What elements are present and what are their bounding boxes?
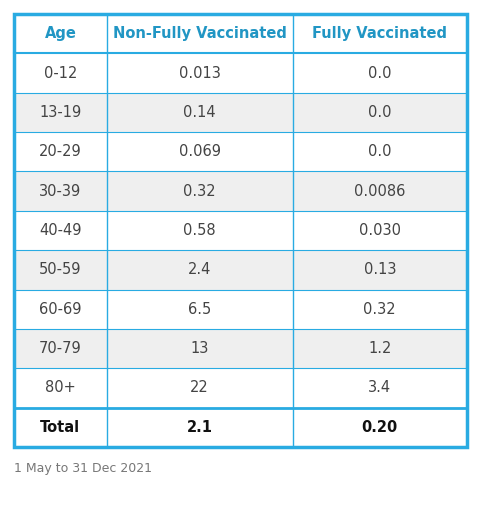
Bar: [14, 329, 107, 368]
Text: 0.13: 0.13: [363, 262, 395, 277]
Text: 80+: 80+: [45, 380, 76, 395]
Text: 0.0086: 0.0086: [353, 184, 405, 199]
Bar: [107, 132, 292, 171]
Text: 1.2: 1.2: [367, 341, 391, 356]
Text: 0.0: 0.0: [367, 144, 391, 159]
Text: Fully Vaccinated: Fully Vaccinated: [312, 26, 446, 41]
Bar: [292, 93, 466, 132]
Bar: [107, 329, 292, 368]
Text: 0.32: 0.32: [183, 184, 216, 199]
Bar: [107, 368, 292, 408]
Text: 13: 13: [190, 341, 208, 356]
Bar: [107, 93, 292, 132]
Bar: [14, 368, 107, 408]
Text: 0.069: 0.069: [179, 144, 220, 159]
Bar: [292, 250, 466, 289]
Text: 0-12: 0-12: [44, 65, 77, 81]
Bar: [14, 171, 107, 211]
Bar: [107, 289, 292, 329]
Bar: [14, 14, 107, 53]
Text: 0.013: 0.013: [179, 65, 220, 81]
Text: 50-59: 50-59: [39, 262, 82, 277]
Text: 0.32: 0.32: [363, 302, 396, 317]
Bar: [14, 250, 107, 289]
Bar: [14, 14, 466, 447]
Text: 1 May to 31 Dec 2021: 1 May to 31 Dec 2021: [14, 462, 152, 475]
Bar: [107, 14, 292, 53]
Bar: [292, 132, 466, 171]
Text: 30-39: 30-39: [39, 184, 82, 199]
Bar: [292, 368, 466, 408]
Text: 6.5: 6.5: [188, 302, 211, 317]
Bar: [14, 289, 107, 329]
Text: 40-49: 40-49: [39, 223, 82, 238]
Bar: [14, 53, 107, 93]
Bar: [292, 329, 466, 368]
Text: Total: Total: [40, 420, 80, 435]
Bar: [292, 14, 466, 53]
Bar: [292, 53, 466, 93]
Bar: [14, 93, 107, 132]
Text: 70-79: 70-79: [39, 341, 82, 356]
Text: Non-Fully Vaccinated: Non-Fully Vaccinated: [112, 26, 286, 41]
Text: 2.4: 2.4: [188, 262, 211, 277]
Bar: [107, 211, 292, 250]
Text: 2.1: 2.1: [186, 420, 212, 435]
Text: 13-19: 13-19: [39, 105, 82, 120]
Text: 0.58: 0.58: [183, 223, 216, 238]
Bar: [292, 289, 466, 329]
Bar: [107, 250, 292, 289]
Bar: [14, 132, 107, 171]
Text: 0.20: 0.20: [361, 420, 397, 435]
Bar: [14, 408, 107, 447]
Text: 22: 22: [190, 380, 209, 395]
Bar: [107, 171, 292, 211]
Text: 0.0: 0.0: [367, 65, 391, 81]
Bar: [292, 211, 466, 250]
Bar: [107, 53, 292, 93]
Text: 60-69: 60-69: [39, 302, 82, 317]
Text: 0.0: 0.0: [367, 105, 391, 120]
Bar: [292, 171, 466, 211]
Text: 0.030: 0.030: [358, 223, 400, 238]
Bar: [292, 408, 466, 447]
Text: 0.14: 0.14: [183, 105, 216, 120]
Text: Age: Age: [45, 26, 76, 41]
Bar: [14, 211, 107, 250]
Text: 3.4: 3.4: [368, 380, 391, 395]
Bar: [107, 408, 292, 447]
Text: 20-29: 20-29: [39, 144, 82, 159]
